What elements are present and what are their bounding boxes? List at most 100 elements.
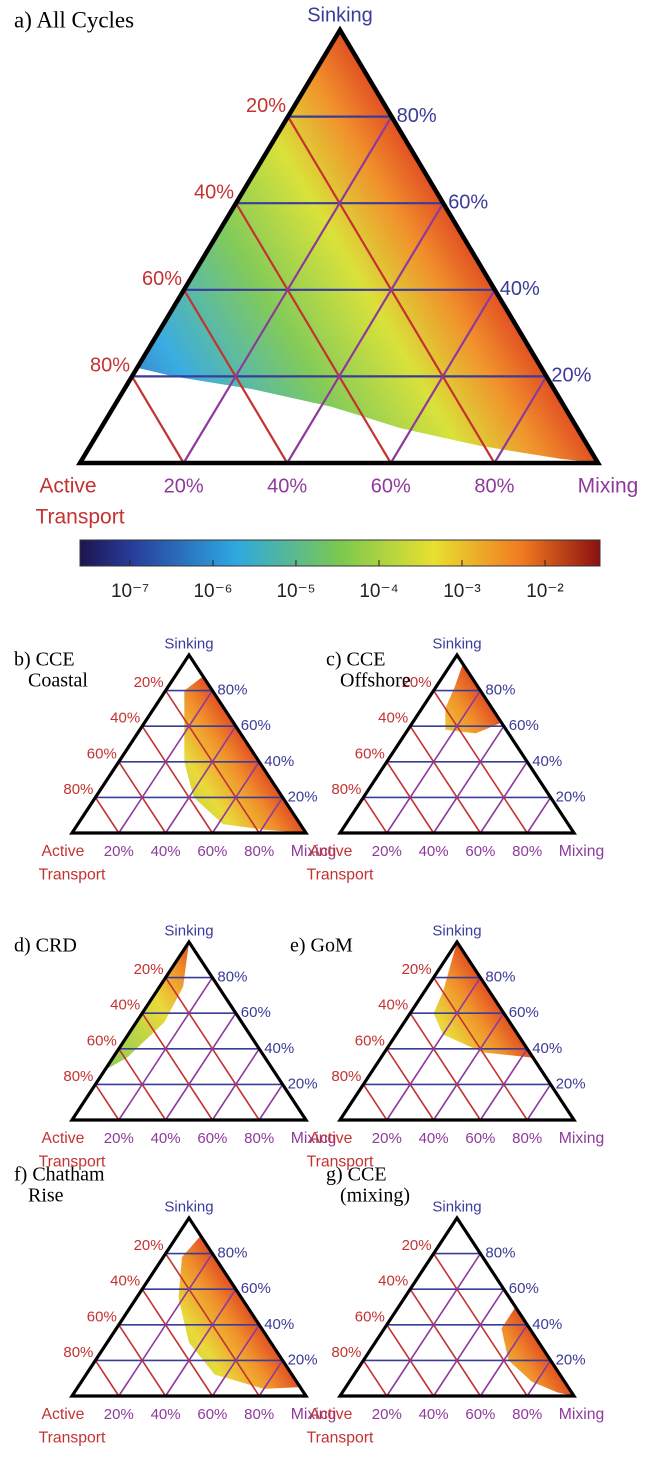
active-grid-line [409, 1288, 482, 1397]
mixing-grid-line [479, 761, 528, 834]
active-transport-label: Active [42, 1406, 85, 1423]
colorbar-tick-label: 10⁻⁴ [359, 581, 398, 602]
sinking-label: Sinking [164, 922, 213, 939]
right-tick-label: 20% [288, 1351, 318, 1368]
sinking-label: Sinking [432, 922, 481, 939]
mixing-label: Mixing [578, 475, 639, 498]
mixing-grid-line [164, 1288, 237, 1397]
right-tick-label: 60% [509, 717, 539, 734]
sinking-label: Sinking [432, 1198, 481, 1215]
panel-label: d) CRD [14, 935, 77, 957]
mixing-grid-line [479, 1324, 528, 1397]
left-tick-label: 40% [378, 1273, 408, 1290]
right-tick-label: 80% [397, 105, 437, 127]
mixing-grid-line [211, 761, 260, 834]
bottom-tick-label: 80% [512, 1406, 542, 1423]
active-grid-line [94, 1359, 120, 1397]
colorbar-tick-label: 10⁻⁵ [276, 581, 315, 602]
left-tick-label: 80% [63, 781, 93, 798]
mixing-grid-line [386, 690, 482, 834]
right-tick-label: 80% [485, 1245, 515, 1262]
sinking-label: Sinking [307, 4, 373, 26]
left-tick-label: 40% [110, 997, 140, 1014]
right-tick-label: 40% [264, 753, 294, 770]
mixing-grid-line [526, 1083, 552, 1121]
triangle-border [69, 1215, 309, 1398]
panel-label: b) CCE [14, 649, 75, 671]
left-tick-label: 80% [331, 1344, 361, 1361]
density-region [501, 1307, 574, 1396]
mixing-label: Mixing [291, 1130, 337, 1147]
right-tick-label: 40% [264, 1040, 294, 1057]
active-transport-label: Active [42, 843, 85, 860]
triangle-border [69, 939, 309, 1122]
mixing-grid-line [526, 1359, 552, 1397]
bottom-tick-label: 80% [512, 1130, 542, 1147]
bottom-tick-label: 80% [512, 843, 542, 860]
sinking-label: Sinking [164, 1198, 213, 1215]
triangle-border [337, 652, 577, 835]
left-tick-label: 40% [378, 997, 408, 1014]
active-grid-line [362, 796, 388, 834]
right-tick-label: 40% [532, 1316, 562, 1333]
mixing-grid-line [118, 977, 214, 1121]
ternary-panel: 80% 60% 40% 20% 20% 40% 60% 80% 20% 40% 60% 80% Sink… [290, 922, 604, 1170]
bottom-tick-label: 60% [371, 475, 411, 497]
left-tick-label: 60% [87, 745, 117, 762]
panel-label: a) All Cycles [14, 7, 134, 32]
panel-label: g) CCE [326, 1164, 387, 1186]
right-tick-label: 60% [241, 1280, 271, 1297]
mixing-grid-line [258, 1359, 284, 1397]
right-tick-label: 20% [556, 1351, 586, 1368]
mixing-grid-line [258, 796, 284, 834]
bottom-tick-label: 80% [244, 843, 274, 860]
ternary-panel: 80% 60% 40% 20% 20% 40% 60% 80% 20% 40% 60% 80% Sink… [14, 922, 336, 1170]
active-grid-line [94, 796, 120, 834]
active-transport-label: Transport [307, 1153, 374, 1170]
bottom-tick-label: 60% [465, 843, 495, 860]
mixing-label: Mixing [291, 1406, 337, 1423]
triangle-border [69, 652, 309, 835]
left-tick-label: 60% [87, 1308, 117, 1325]
triangle-border [337, 939, 577, 1122]
right-tick-label: 20% [556, 788, 586, 805]
density-region [184, 676, 306, 833]
ternary-panel: 80% 60% 40% 20% 20% 40% 60% 80% 20% 40% 60% 80% Sink… [14, 4, 638, 528]
left-tick-label: 60% [87, 1032, 117, 1049]
colorbar [79, 539, 601, 567]
left-tick-label: 20% [246, 95, 286, 117]
mixing-grid-line [118, 1253, 214, 1397]
left-tick-label: 80% [63, 1068, 93, 1085]
right-tick-label: 80% [485, 682, 515, 699]
left-tick-label: 40% [110, 710, 140, 727]
left-tick-label: 20% [402, 1237, 432, 1254]
mixing-grid-line [286, 202, 445, 464]
bottom-tick-label: 80% [474, 475, 514, 497]
left-tick-label: 80% [90, 355, 130, 377]
right-tick-label: 20% [288, 788, 318, 805]
bottom-tick-label: 40% [151, 843, 181, 860]
mixing-grid-line [118, 690, 214, 834]
triangle-border [76, 25, 602, 466]
mixing-grid-line [432, 725, 505, 834]
ternary-panel: 80% 60% 40% 20% 20% 40% 60% 80% 20% 40% 60% 80% Sink… [307, 1164, 605, 1447]
bottom-tick-label: 40% [419, 1406, 449, 1423]
density-region [445, 663, 502, 734]
active-grid-line [409, 1012, 482, 1121]
mixing-label: Mixing [559, 1406, 605, 1423]
left-tick-label: 40% [378, 710, 408, 727]
left-tick-label: 20% [402, 961, 432, 978]
mixing-grid-line [182, 116, 393, 464]
right-tick-label: 80% [217, 1245, 247, 1262]
bottom-tick-label: 60% [197, 1130, 227, 1147]
active-transport-label: Transport [39, 866, 106, 883]
left-tick-label: 20% [402, 674, 432, 691]
active-transport-label: Active [310, 1130, 353, 1147]
ternary-panel: 80% 60% 40% 20% 20% 40% 60% 80% 20% 40% 60% 80% Sink… [307, 635, 605, 883]
mixing-grid-line [432, 1012, 505, 1121]
active-grid-line [235, 202, 392, 464]
active-grid-line [141, 1288, 214, 1397]
colorbar-tick-label: 10⁻³ [443, 581, 481, 602]
right-tick-label: 80% [217, 969, 247, 986]
mixing-grid-line [211, 1324, 260, 1397]
